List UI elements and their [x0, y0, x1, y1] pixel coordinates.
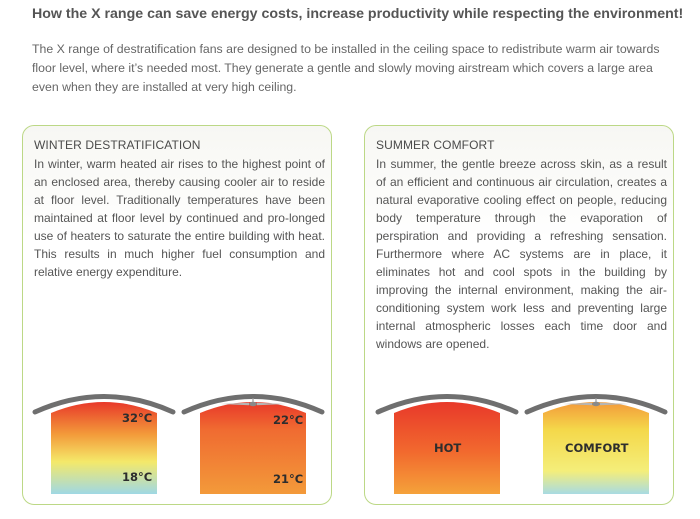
intro-paragraph: The X range of destratification fans are…: [32, 42, 660, 94]
winter-no-fan-top-temp: 32°C: [122, 411, 153, 425]
winter-fan-top-temp: 22°C: [273, 413, 304, 427]
winter-no-fan-bottom-temp: 18°C: [122, 470, 153, 484]
winter-title: WINTER DESTRATIFICATION: [34, 138, 201, 152]
winter-destratification-panel: WINTER DESTRATIFICATION In winter, warm …: [22, 125, 332, 505]
winter-body: In winter, warm heated air rises to the …: [34, 157, 325, 279]
summer-title: SUMMER COMFORT: [376, 138, 495, 152]
ceiling-fan-icon: [220, 398, 286, 407]
summer-comfort-label: COMFORT: [565, 441, 629, 455]
ceiling-fan-icon: [563, 398, 629, 407]
winter-fan-bottom-temp: 21°C: [273, 472, 304, 486]
summer-comfort-panel: SUMMER COMFORT In summer, the gentle bre…: [364, 125, 674, 505]
summer-room-without-fan: HOT: [374, 393, 520, 497]
winter-room-without-fan: 32°C 18°C: [31, 393, 177, 497]
summer-room-with-fan: COMFORT: [523, 393, 669, 497]
page-heading: How the X range can save energy costs, i…: [32, 6, 684, 22]
summer-body: In summer, the gentle breeze across skin…: [376, 157, 667, 351]
summer-hot-label: HOT: [434, 441, 462, 455]
winter-room-with-fan: 22°C 21°C: [180, 393, 326, 497]
